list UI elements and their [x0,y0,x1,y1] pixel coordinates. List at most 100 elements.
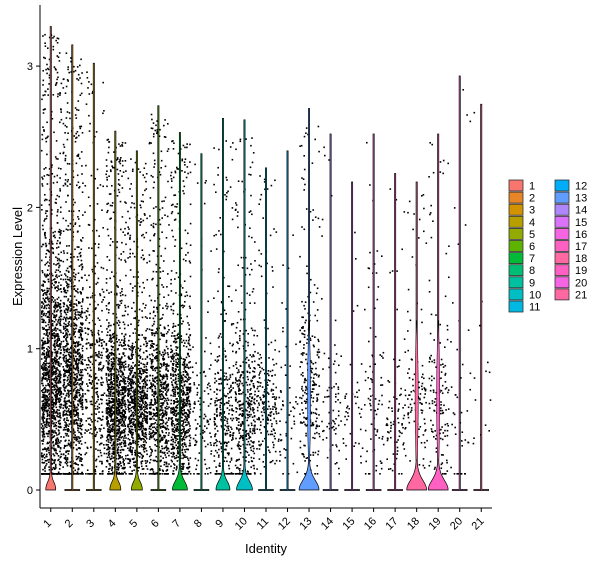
data-point [113,323,116,326]
data-point [142,468,145,470]
data-point [138,420,140,422]
data-point [51,329,53,331]
data-point [141,249,144,251]
data-point [163,200,165,202]
data-point [65,354,67,357]
data-point [143,391,145,394]
data-point [77,440,79,443]
data-point [52,423,54,425]
data-point [68,367,71,369]
data-point [137,379,139,382]
data-point [44,460,47,462]
data-point [117,449,119,451]
data-point [48,316,51,319]
data-point [63,311,66,313]
data-point [54,398,57,401]
data-point [74,431,76,433]
data-point [112,353,115,355]
data-point [47,346,50,348]
data-point [55,427,58,430]
data-point [70,401,72,404]
data-point [43,408,45,410]
data-point [107,325,110,328]
data-point [140,444,142,447]
data-point [44,42,46,44]
data-point [110,380,113,383]
data-point [110,370,112,372]
data-point [54,328,57,330]
data-point [146,417,148,419]
data-point [65,460,68,462]
data-point [51,383,54,385]
data-point [111,469,113,472]
data-point [59,380,62,383]
data-point [115,401,118,403]
data-point [88,274,90,277]
data-point [139,349,141,352]
data-point [67,450,69,453]
data-point [82,374,84,377]
data-point [59,422,62,425]
data-point [45,384,47,387]
data-point [144,460,147,462]
data-point [60,363,62,365]
data-point [62,332,64,334]
data-point [128,217,131,220]
data-point [111,412,114,415]
data-point [66,102,69,104]
data-point [121,430,123,432]
data-point [57,344,59,346]
data-point [56,257,59,260]
data-point [46,273,48,276]
data-point [42,283,44,286]
data-point [117,473,120,475]
data-point [153,306,155,308]
data-point [54,430,56,432]
data-point [59,152,61,155]
data-point [55,274,58,276]
data-point [154,401,156,404]
data-point [69,228,71,231]
data-point [51,366,54,369]
data-point [55,439,58,441]
data-point [44,57,46,60]
data-point [77,181,80,184]
data-point [65,371,68,373]
data-point [74,69,77,72]
data-point [75,162,78,165]
data-point [108,397,110,400]
data-point [108,400,111,403]
data-point [134,465,136,468]
data-point [46,404,48,407]
data-point [117,378,120,381]
data-point [106,269,108,271]
data-point [120,421,122,423]
data-point [74,409,76,411]
data-point [60,111,62,113]
data-point [64,403,67,405]
data-point [64,157,67,160]
data-point [78,398,81,401]
data-point [67,132,69,134]
data-point [145,329,147,332]
data-point [120,404,123,406]
data-point [67,400,69,402]
data-point [53,409,55,411]
data-point [130,378,133,381]
data-point [110,377,112,379]
data-point [81,363,84,365]
data-point [138,415,141,418]
data-point [110,365,113,367]
data-point [47,422,50,424]
data-point [89,205,91,207]
data-point [100,398,102,401]
data-point [56,453,58,455]
data-point [140,394,143,397]
data-point [55,69,57,71]
data-point [90,400,93,403]
data-point [69,361,71,363]
data-point [102,227,104,229]
data-point [75,386,78,388]
data-point [53,388,56,391]
data-point [56,434,58,436]
